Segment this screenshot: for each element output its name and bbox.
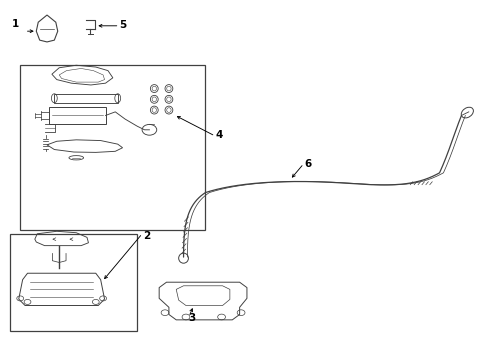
Text: 2: 2 <box>143 231 150 240</box>
Text: 5: 5 <box>119 20 126 30</box>
Text: 4: 4 <box>215 130 222 140</box>
Bar <box>54 94 118 103</box>
Bar <box>20 65 205 230</box>
Text: 6: 6 <box>304 159 310 169</box>
Bar <box>49 107 105 123</box>
Text: 3: 3 <box>188 313 195 323</box>
Text: 1: 1 <box>11 19 19 29</box>
Bar <box>10 234 137 330</box>
